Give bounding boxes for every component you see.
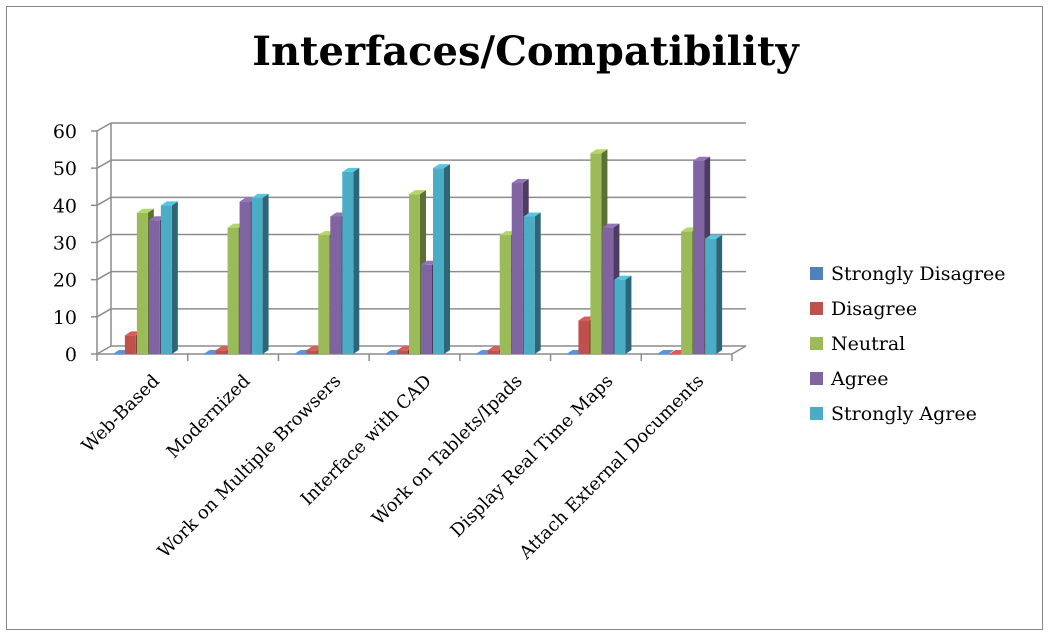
legend-label: Strongly Disagree — [831, 262, 1006, 285]
legend-item: Neutral — [810, 326, 1006, 361]
bar-top — [705, 234, 723, 239]
bar-top — [602, 223, 620, 228]
legend-swatch — [810, 407, 823, 420]
bar-top — [409, 190, 426, 195]
bar — [397, 350, 408, 354]
y-tick-label: 20 — [53, 270, 77, 292]
bar — [566, 354, 578, 355]
x-category-label: Work on Tablets/Ipads — [368, 371, 527, 530]
bar — [590, 153, 602, 354]
bar — [124, 335, 136, 354]
bar-side — [534, 212, 541, 354]
bar — [657, 354, 669, 355]
legend-label: Agree — [831, 367, 889, 390]
bar — [602, 227, 614, 354]
bar-top — [136, 208, 154, 213]
y-tick-label: 50 — [53, 158, 77, 180]
y-tick-label: 40 — [53, 195, 77, 217]
legend-item: Disagree — [810, 291, 1006, 326]
bar-side — [262, 193, 269, 354]
bar — [342, 171, 354, 354]
bar-side — [353, 167, 360, 354]
bar-top — [251, 193, 269, 198]
legend-label: Disagree — [831, 297, 918, 320]
bar — [112, 354, 124, 355]
legend-item: Agree — [810, 361, 1006, 396]
bar — [409, 194, 420, 354]
x-category-label: Work on Multiple Browsers — [154, 371, 345, 562]
bar — [578, 320, 590, 354]
gridline-side — [96, 159, 112, 169]
bar — [487, 350, 499, 354]
bar — [385, 354, 396, 355]
bar — [239, 201, 251, 354]
bar — [499, 235, 511, 354]
y-tick-label: 30 — [53, 233, 77, 255]
legend-swatch — [810, 337, 823, 350]
gridline-side — [96, 196, 112, 206]
gridline-side — [96, 233, 112, 244]
bar — [318, 235, 330, 354]
bar — [251, 197, 263, 354]
bar — [136, 212, 148, 354]
legend-item: Strongly Disagree — [810, 256, 1006, 291]
bar-top — [342, 167, 360, 172]
bar-top — [523, 212, 541, 217]
bar — [421, 264, 432, 354]
x-category-label: Attach External Documents — [515, 371, 708, 564]
y-tick-label: 60 — [53, 121, 77, 143]
bar — [705, 238, 717, 354]
gridline-side — [96, 271, 112, 281]
legend-label: Strongly Agree — [831, 402, 977, 425]
bar-top — [693, 156, 711, 161]
x-category-label: Web-Based — [78, 371, 164, 457]
bar — [203, 354, 215, 355]
bar — [523, 216, 535, 354]
y-tick-label: 0 — [65, 344, 77, 366]
legend-swatch — [810, 302, 823, 315]
bar — [693, 160, 705, 354]
bar — [433, 168, 444, 354]
floor-edge — [731, 345, 747, 355]
bar — [511, 183, 523, 354]
bar-top — [160, 201, 178, 206]
bar-top — [511, 179, 529, 184]
legend-item: Strongly Agree — [810, 396, 1006, 431]
bar-top — [590, 149, 608, 154]
bar — [475, 354, 487, 355]
gridline-side — [96, 308, 112, 318]
bar-top — [433, 164, 450, 169]
bar — [306, 350, 318, 354]
bar — [160, 205, 172, 354]
legend-swatch — [810, 372, 823, 385]
bar — [614, 279, 626, 354]
x-category-label: Display Real Time Maps — [446, 371, 617, 542]
gridline-side — [96, 345, 112, 355]
bar — [148, 220, 160, 354]
chart-title: Interfaces/Compatibility — [252, 28, 799, 75]
bar-top — [614, 275, 632, 280]
bar — [294, 354, 306, 355]
legend-label: Neutral — [831, 332, 906, 355]
y-tick-label: 10 — [53, 307, 77, 329]
bar-side — [171, 201, 178, 354]
legend: Strongly Disagree Disagree Neutral Agree Str… — [810, 256, 1006, 431]
bar-top — [657, 350, 675, 354]
bar — [330, 216, 342, 354]
bars — [112, 149, 723, 355]
bar-side — [444, 164, 450, 354]
bar — [215, 350, 227, 354]
x-category-label: Modernized — [163, 371, 255, 463]
bar — [227, 227, 239, 354]
gridline-side — [96, 122, 112, 132]
legend-swatch — [810, 267, 823, 280]
bar — [681, 231, 693, 354]
bar-side — [625, 275, 632, 354]
bar-side — [716, 234, 723, 354]
bar — [669, 354, 681, 355]
